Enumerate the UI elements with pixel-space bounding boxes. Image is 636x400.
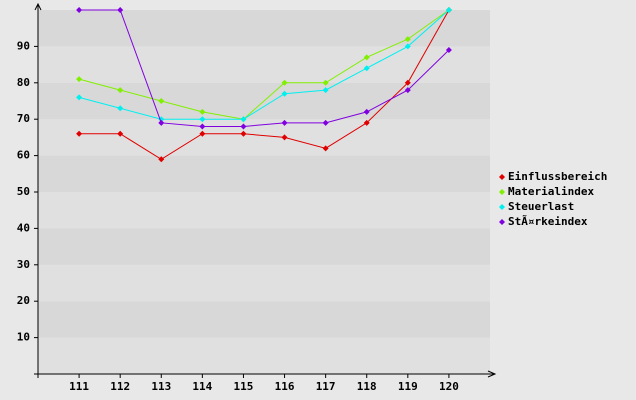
point (322, 79, 329, 86)
grid-band (38, 155, 490, 192)
grid-band (38, 192, 490, 229)
x-tick-label: 119 (398, 380, 418, 393)
series-line (78, 9, 450, 120)
x-tick-label: 111 (69, 380, 89, 393)
series-line (79, 9, 450, 160)
point (445, 47, 452, 54)
y-tick-label: 40 (17, 221, 30, 234)
point (240, 130, 247, 137)
point (117, 105, 124, 112)
x-tick-label: 114 (192, 380, 212, 393)
y-tick-label: 10 (17, 331, 30, 344)
point (404, 36, 411, 43)
grid-band (38, 10, 490, 47)
point (240, 123, 247, 130)
point (76, 76, 83, 83)
point (363, 65, 370, 72)
legend-label: Materialindex (508, 185, 594, 198)
y-tick-label: 30 (17, 258, 30, 271)
x-tick-label: 116 (275, 380, 295, 393)
point (117, 130, 124, 137)
point (322, 119, 329, 126)
x-tick-label: 113 (151, 380, 171, 393)
grid-band (38, 301, 490, 338)
x-tick-label: 120 (439, 380, 459, 393)
y-tick-label: 20 (17, 294, 30, 307)
legend-marker (499, 189, 505, 195)
x-tick-label: 115 (234, 380, 254, 393)
x-tick-label: 118 (357, 380, 377, 393)
legend-label: StÃ¤rkeindex (508, 215, 588, 228)
point (322, 87, 329, 94)
point (281, 134, 288, 141)
y-axis-arrow (34, 2, 42, 11)
point (404, 87, 411, 94)
point (199, 123, 206, 130)
point (322, 145, 329, 152)
legend-marker (499, 174, 505, 180)
legend-marker (499, 219, 505, 225)
x-tick-label: 112 (110, 380, 130, 393)
point (281, 90, 288, 97)
point (240, 116, 247, 123)
point (199, 108, 206, 115)
legend-marker (499, 204, 505, 210)
grid-band (38, 264, 490, 302)
y-tick-label: 90 (17, 39, 30, 52)
point (117, 7, 124, 13)
point (404, 43, 411, 50)
point (158, 98, 165, 104)
point (158, 156, 165, 163)
series-line (79, 9, 450, 127)
y-tick-label: 70 (17, 112, 30, 125)
point (281, 119, 288, 126)
grid-band (38, 228, 490, 265)
point (199, 116, 206, 123)
point (281, 79, 288, 86)
legend-label: Einflussbereich (508, 170, 607, 183)
y-tick-label: 60 (17, 149, 30, 162)
point (117, 87, 124, 94)
y-tick-label: 50 (17, 185, 30, 198)
point (363, 108, 370, 115)
legend-label: Steuerlast (508, 200, 574, 213)
point (363, 119, 370, 126)
grid-band (38, 46, 490, 83)
point (76, 130, 83, 137)
point (199, 130, 206, 137)
point (76, 94, 83, 101)
point (76, 7, 83, 13)
x-axis-arrow (487, 370, 497, 378)
grid-band (38, 119, 490, 156)
y-tick-label: 80 (17, 76, 30, 89)
point (363, 54, 370, 61)
x-tick-label: 117 (316, 380, 336, 393)
series-line (78, 9, 450, 120)
point (158, 119, 165, 126)
point (404, 79, 411, 86)
point (445, 7, 452, 13)
grid-band (38, 337, 490, 374)
